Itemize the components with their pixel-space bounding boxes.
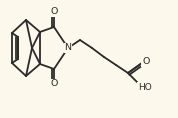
Text: N: N (64, 44, 72, 53)
Text: O: O (50, 8, 58, 17)
Text: HO: HO (137, 82, 153, 91)
Text: N: N (64, 44, 72, 53)
Text: O: O (142, 57, 150, 67)
Text: O: O (142, 57, 150, 67)
Text: HO: HO (138, 82, 152, 91)
Text: O: O (50, 80, 58, 88)
Text: O: O (50, 80, 58, 88)
Text: O: O (50, 8, 58, 17)
